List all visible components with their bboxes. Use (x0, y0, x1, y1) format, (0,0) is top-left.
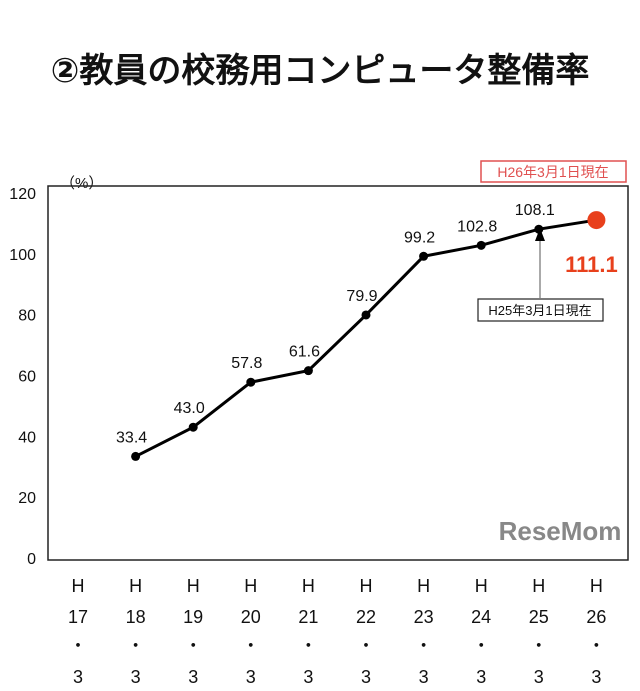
x-tick-label: H 25 ・ 3 (529, 576, 549, 687)
svg-text:H: H (187, 576, 200, 596)
data-point-latest (587, 211, 606, 230)
svg-text:3: 3 (303, 667, 313, 687)
svg-text:H: H (129, 576, 142, 596)
svg-text:・: ・ (69, 636, 87, 656)
svg-text:・: ・ (357, 636, 375, 656)
svg-text:・: ・ (127, 636, 145, 656)
x-tick-label: H 21 ・ 3 (298, 576, 318, 687)
svg-text:H: H (72, 576, 85, 596)
data-label: 99.2 (404, 229, 435, 246)
svg-text:・: ・ (242, 636, 260, 656)
svg-text:23: 23 (414, 607, 434, 627)
y-tick-label: 80 (18, 308, 36, 325)
data-label: 43.0 (174, 400, 205, 417)
svg-text:H: H (590, 576, 603, 596)
data-point (131, 451, 141, 461)
data-point (303, 366, 313, 376)
x-tick-label: H 23 ・ 3 (414, 576, 434, 687)
x-tick-label: H 24 ・ 3 (471, 576, 491, 687)
data-label: 79.9 (346, 288, 377, 305)
data-label: 57.8 (231, 355, 262, 372)
svg-text:H: H (360, 576, 373, 596)
x-tick-label: H 18 ・ 3 (126, 576, 146, 687)
data-point (188, 422, 198, 432)
latest-annotation: H26年3月1日現在 (480, 160, 627, 183)
svg-text:3: 3 (476, 667, 486, 687)
svg-text:・: ・ (184, 636, 202, 656)
svg-text:H: H (244, 576, 257, 596)
svg-text:・: ・ (415, 636, 433, 656)
series-line (134, 218, 597, 458)
svg-text:H: H (302, 576, 315, 596)
svg-text:3: 3 (361, 667, 371, 687)
plot-frame (47, 185, 629, 561)
svg-text:3: 3 (131, 667, 141, 687)
x-tick-label: H 20 ・ 3 (241, 576, 261, 687)
svg-text:・: ・ (587, 636, 605, 656)
watermark: ReseMom (499, 516, 622, 546)
svg-text:17: 17 (68, 607, 88, 627)
svg-text:3: 3 (188, 667, 198, 687)
svg-text:19: 19 (183, 607, 203, 627)
svg-text:3: 3 (73, 667, 83, 687)
svg-text:3: 3 (246, 667, 256, 687)
svg-text:・: ・ (472, 636, 490, 656)
data-label: 102.8 (457, 218, 497, 235)
y-tick-label: 60 (18, 369, 36, 386)
x-tick-label: H 17 ・ 3 (68, 576, 88, 687)
data-label: 61.6 (289, 344, 320, 361)
y-tick-label: 0 (27, 551, 36, 568)
svg-text:H: H (417, 576, 430, 596)
svg-text:H: H (532, 576, 545, 596)
svg-text:・: ・ (299, 636, 317, 656)
svg-text:H: H (475, 576, 488, 596)
y-tick-label: 120 (9, 186, 36, 203)
previous-annotation: H25年3月1日現在 (477, 228, 604, 322)
data-point (419, 251, 429, 261)
svg-text:22: 22 (356, 607, 376, 627)
data-point (476, 240, 486, 250)
data-point (361, 310, 371, 320)
svg-text:25: 25 (529, 607, 549, 627)
svg-text:21: 21 (298, 607, 318, 627)
data-label: 108.1 (515, 202, 555, 219)
svg-text:・: ・ (530, 636, 548, 656)
chart-title: ②教員の校務用コンピュータ整備率 (51, 52, 590, 90)
svg-text:18: 18 (126, 607, 146, 627)
svg-text:3: 3 (591, 667, 601, 687)
svg-text:26: 26 (586, 607, 606, 627)
latest-annotation-text: H26年3月1日現在 (497, 164, 608, 180)
data-label: 33.4 (116, 429, 147, 446)
y-axis-unit: （%） (60, 175, 103, 192)
x-tick-label: H 26 ・ 3 (586, 576, 606, 687)
x-tick-label: H 19 ・ 3 (183, 576, 203, 687)
y-tick-label: 40 (18, 429, 36, 446)
svg-text:3: 3 (534, 667, 544, 687)
y-tick-label: 20 (18, 490, 36, 507)
y-tick-label: 100 (9, 247, 36, 264)
previous-annotation-text: H25年3月1日現在 (488, 303, 591, 318)
data-label-latest: 111.1 (565, 252, 618, 277)
svg-text:3: 3 (419, 667, 429, 687)
svg-text:20: 20 (241, 607, 261, 627)
svg-text:24: 24 (471, 607, 491, 627)
data-point (246, 377, 256, 387)
x-tick-label: H 22 ・ 3 (356, 576, 376, 687)
